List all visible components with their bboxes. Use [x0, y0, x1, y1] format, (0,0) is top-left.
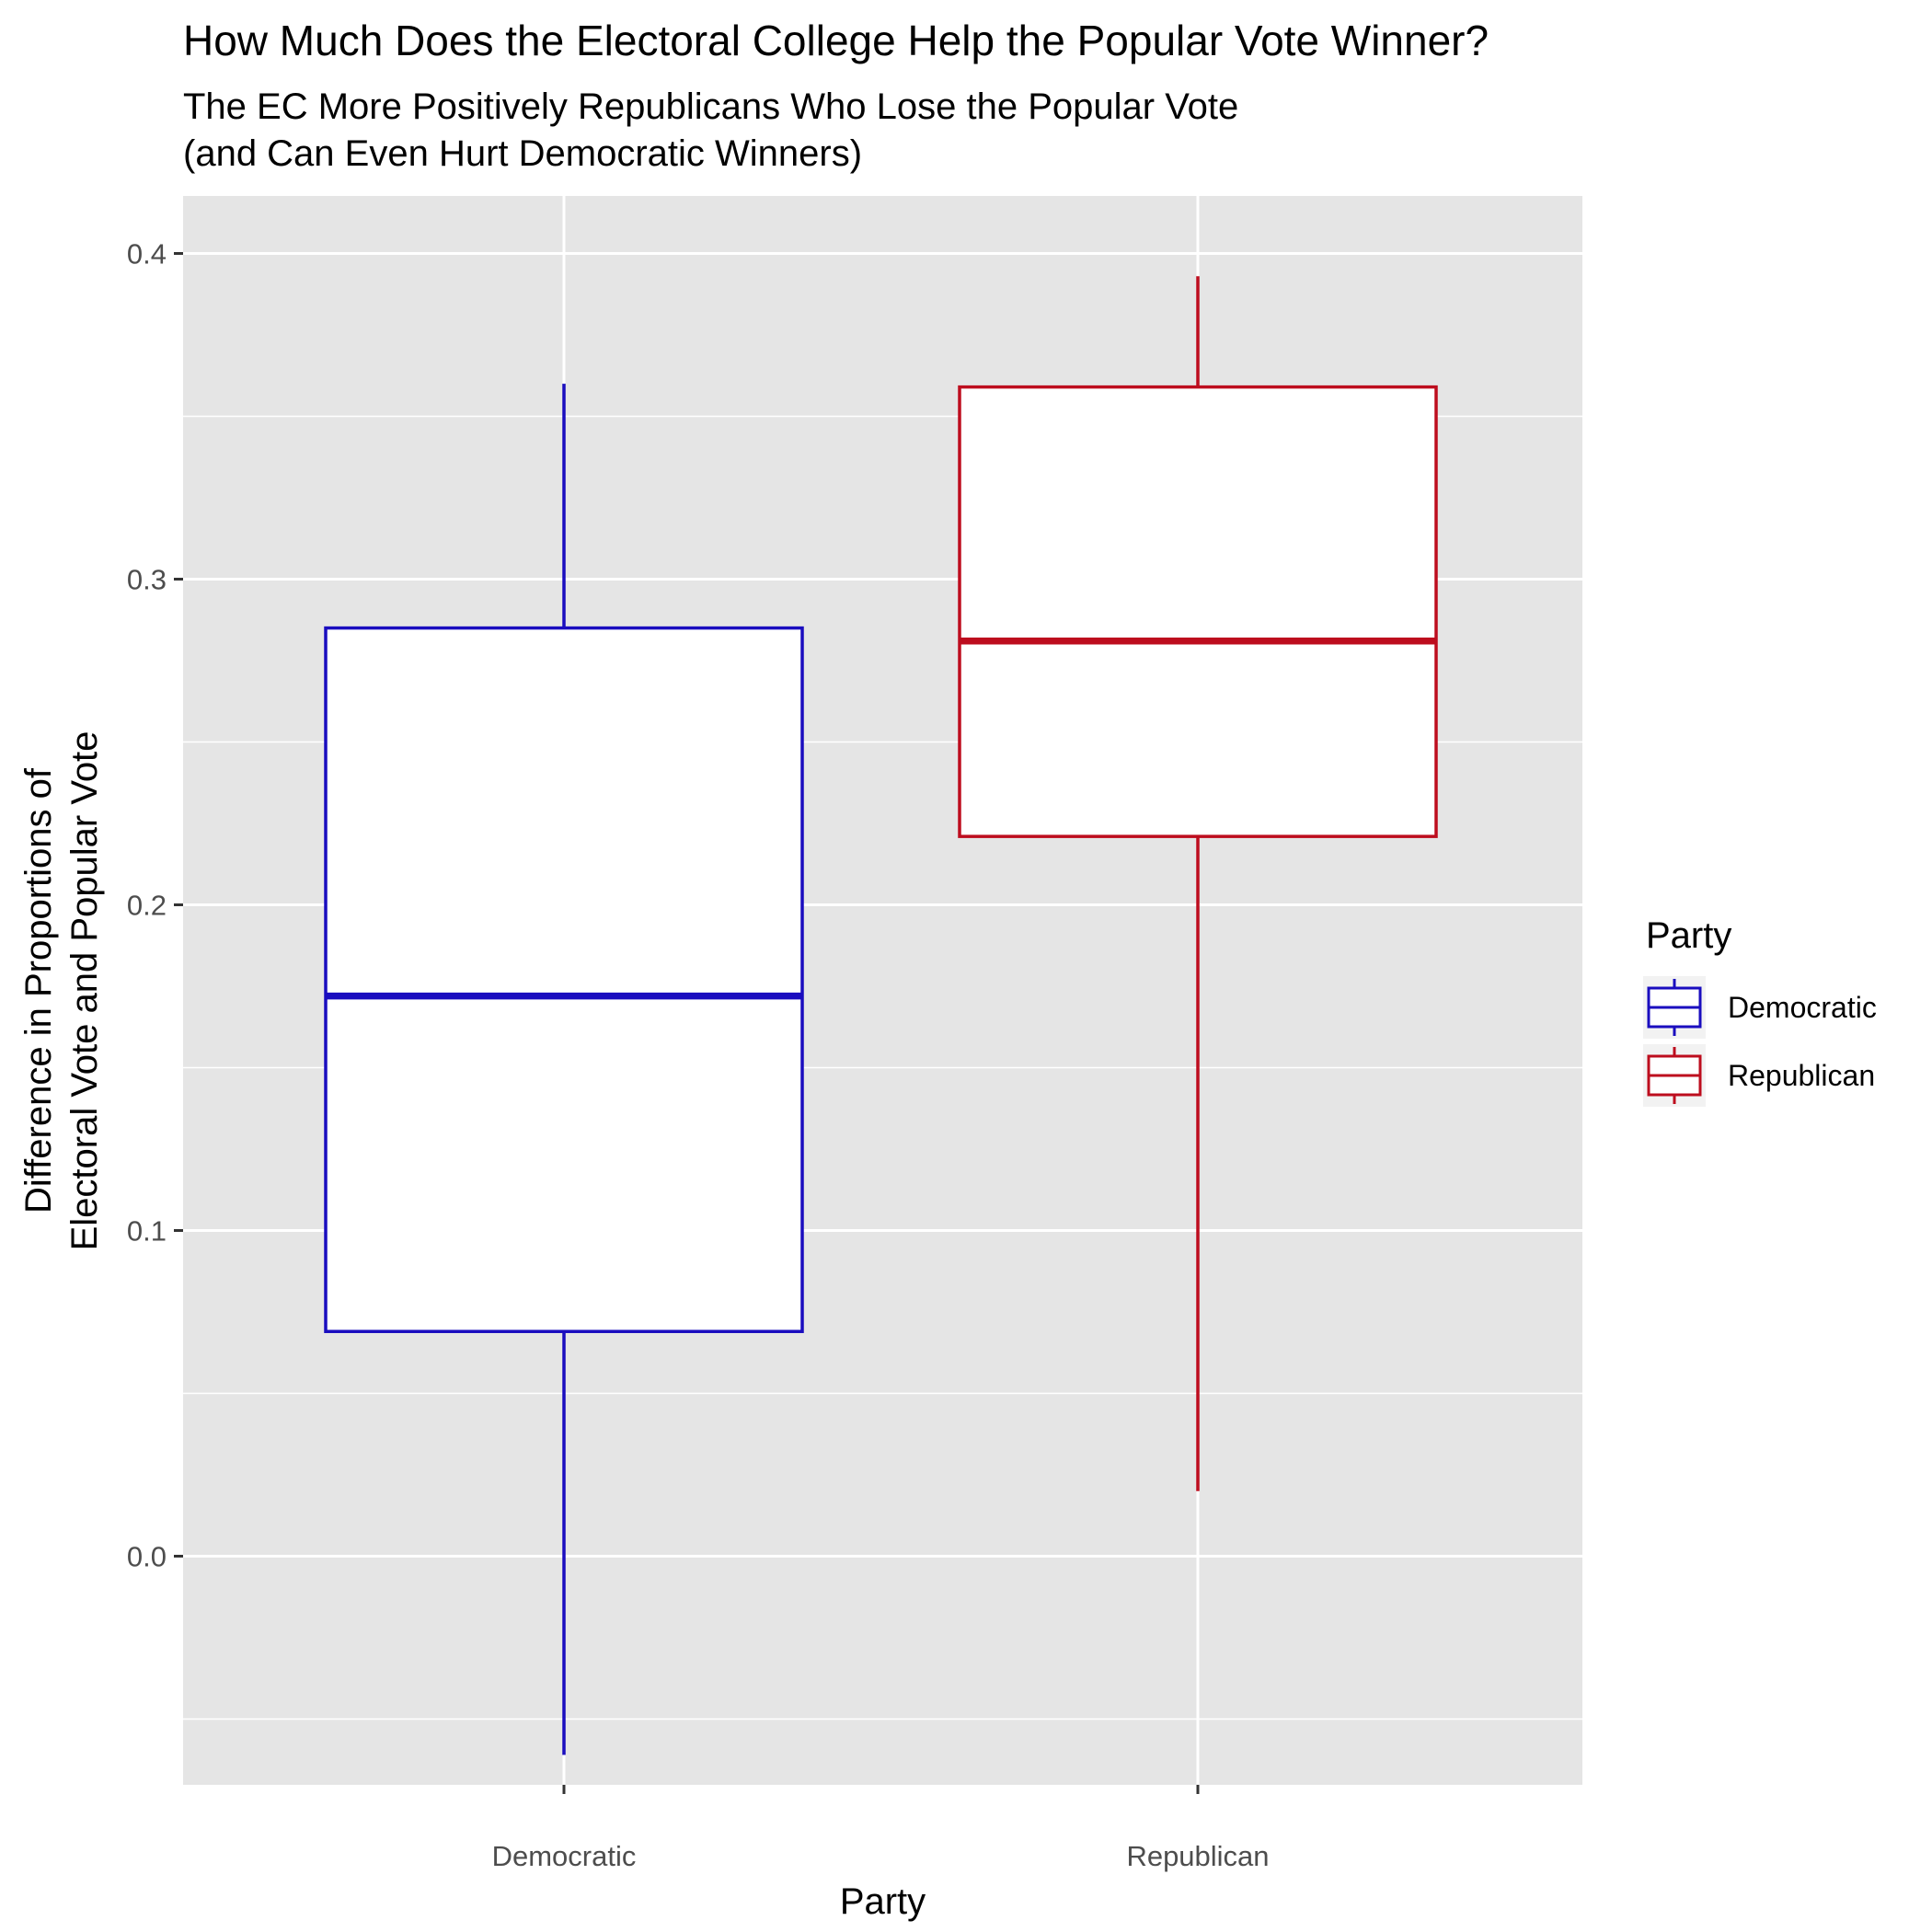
- y-tick-label: 0.1: [127, 1215, 167, 1248]
- box-iqr: [958, 385, 1438, 838]
- y-tick-label: 0.2: [127, 890, 167, 922]
- x-axis: Democratic Republican: [492, 1785, 1270, 1872]
- y-axis-title-line-2: Electoral Vote and Popular Vote: [64, 731, 105, 1251]
- chart-subtitle-line-2: (and Can Even Hurt Democratic Winners): [183, 133, 862, 174]
- box-iqr: [324, 626, 804, 1333]
- box-group: [324, 276, 1438, 1755]
- legend-key-republican: [1643, 1044, 1706, 1107]
- y-axis: 0.0 0.1 0.2 0.3 0.4: [127, 238, 183, 1573]
- legend: Party Democratic Republican: [1643, 915, 1877, 1107]
- y-tick-label: 0.4: [127, 238, 167, 270]
- chart-title: How Much Does the Electoral College Help…: [183, 17, 1489, 64]
- x-axis-title: Party: [840, 1881, 926, 1922]
- chart-subtitle-line-1: The EC More Positively Republicans Who L…: [183, 86, 1238, 127]
- legend-key-democratic: [1643, 976, 1706, 1039]
- box-republican: [958, 276, 1438, 1491]
- legend-label-democratic: Democratic: [1728, 991, 1877, 1024]
- x-tick-label: Democratic: [492, 1840, 637, 1872]
- x-tick-label: Republican: [1126, 1840, 1269, 1872]
- y-tick-label: 0.3: [127, 564, 167, 596]
- legend-label-republican: Republican: [1728, 1059, 1875, 1092]
- y-tick-label: 0.0: [127, 1541, 167, 1573]
- legend-title: Party: [1646, 915, 1731, 956]
- box-democratic: [324, 384, 804, 1755]
- y-axis-title-line-1: Difference in Proportions of: [18, 767, 59, 1213]
